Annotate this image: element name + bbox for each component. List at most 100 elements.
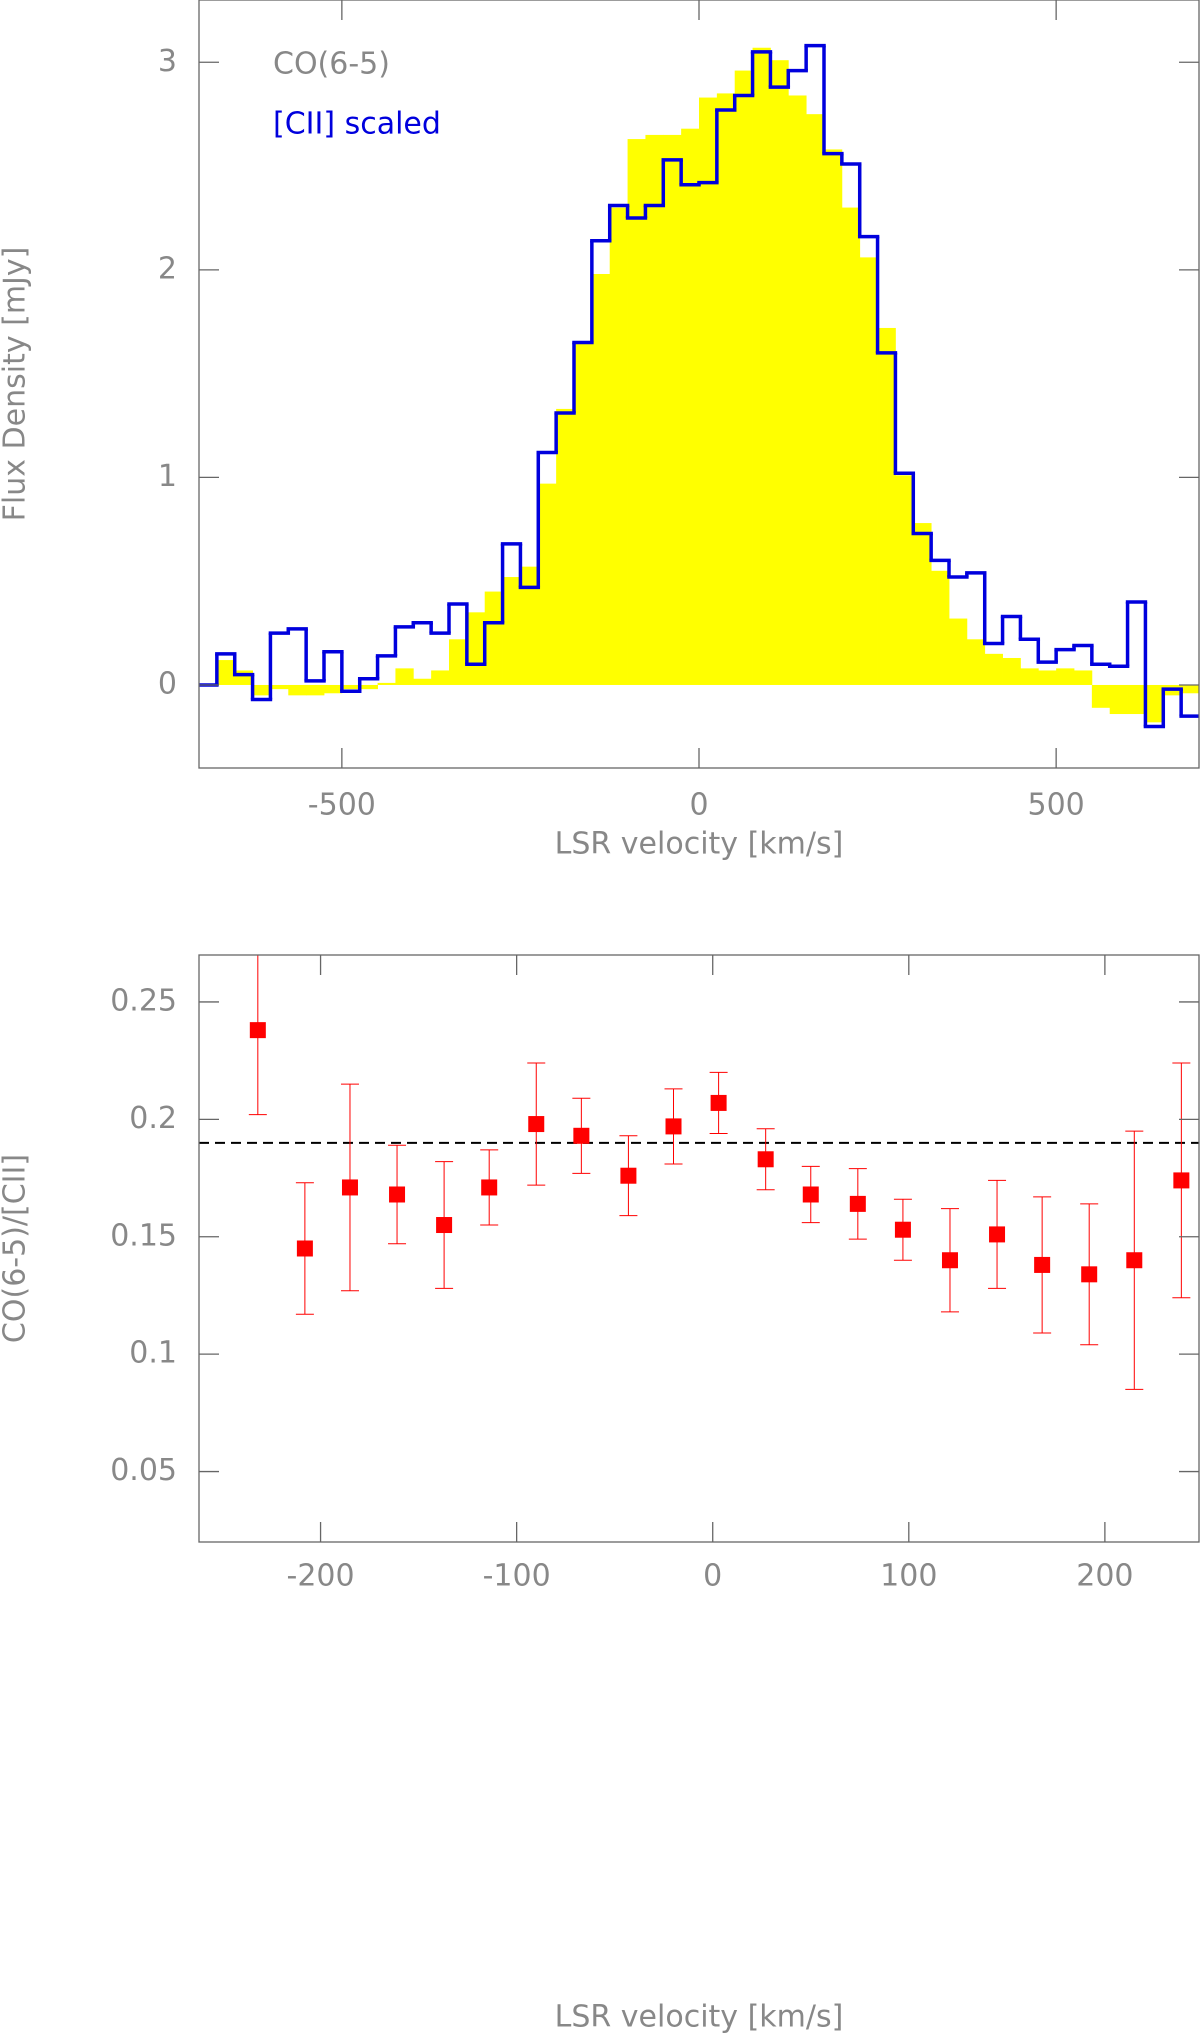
y-tick-label: 0.1 (129, 1336, 177, 1371)
x-axis-label: LSR velocity [km/s] (555, 827, 844, 862)
area-bar (984, 653, 1003, 685)
point (1081, 1266, 1098, 1283)
point (1126, 1252, 1143, 1269)
point (1173, 1172, 1190, 1189)
point (528, 1116, 545, 1133)
area-bar (1056, 668, 1075, 685)
point (989, 1226, 1006, 1243)
area-bar (859, 257, 878, 685)
area-bar (413, 678, 432, 685)
x-axis-label: LSR velocity [km/s] (555, 2000, 844, 2035)
x-tick-label: -100 (483, 1559, 551, 1594)
area-bar (1109, 684, 1128, 715)
area-bar (841, 207, 861, 685)
point (894, 1221, 911, 1238)
point (436, 1217, 453, 1234)
point (296, 1240, 313, 1257)
y-axis-label: Flux Density [mJy] (0, 247, 33, 522)
area-bar (716, 93, 736, 685)
y-axis-label: CO(6-5)/[CII] (0, 1154, 33, 1343)
area-bar (234, 670, 253, 685)
area-bar (556, 408, 575, 685)
y-tick-label: 1 (158, 459, 177, 494)
area-bar (913, 523, 932, 685)
area-bar (306, 684, 325, 696)
area-bar (216, 660, 236, 685)
legend-label: [CII] scaled (273, 107, 441, 142)
area-bar (377, 682, 396, 685)
x-tick-label: 0 (703, 1559, 722, 1594)
x-tick-label: -500 (308, 788, 376, 823)
area-bar (1145, 684, 1164, 723)
area-bar (341, 684, 361, 690)
axes-frame (198, 954, 1200, 1543)
point (849, 1195, 866, 1212)
point (249, 1022, 266, 1039)
area-bar (1020, 668, 1039, 685)
x-tick-label: 200 (1076, 1559, 1133, 1594)
area-bar (359, 684, 378, 690)
plot-area (199, 43, 1199, 729)
area-bar (949, 618, 968, 685)
y-tick-label: 2 (158, 251, 177, 286)
point (710, 1094, 727, 1111)
y-tick-label: 3 (158, 44, 177, 79)
area-bar (574, 342, 593, 685)
area-bar (466, 612, 486, 685)
area-bar (609, 207, 628, 685)
y-tick-label: 0.25 (110, 983, 177, 1018)
area-bar (663, 134, 682, 685)
area-bar (734, 70, 753, 685)
plot-area (199, 955, 1199, 1390)
area-bar (788, 95, 807, 685)
area-bar (645, 134, 664, 685)
area-bar (1127, 684, 1146, 715)
legend-label: CO(6-5) (273, 47, 390, 82)
area-bar (824, 149, 843, 685)
area-bar (877, 327, 896, 685)
x-tick-label: 0 (689, 788, 708, 823)
area-bar (520, 566, 539, 685)
area-bar (502, 577, 521, 685)
area-bar (627, 139, 646, 685)
point (802, 1186, 819, 1203)
point (481, 1179, 498, 1196)
y-tick-label: 0.15 (110, 1218, 177, 1253)
area-bar (324, 684, 343, 694)
area-bar (1038, 670, 1057, 685)
y-tick-label: 0 (158, 666, 177, 701)
point (341, 1179, 358, 1196)
point (389, 1186, 406, 1203)
point (573, 1127, 590, 1144)
point (941, 1252, 958, 1269)
x-tick-label: -200 (287, 1559, 355, 1594)
area-bar (681, 128, 700, 685)
area-bar (252, 684, 271, 696)
area-bar (270, 684, 289, 690)
area-bar (1002, 657, 1021, 685)
point (1034, 1256, 1051, 1273)
area-bar (484, 591, 503, 685)
area-bar (395, 668, 414, 685)
y-tick-label: 0.05 (110, 1453, 177, 1488)
area-bar (806, 114, 825, 685)
area-bar (431, 670, 450, 685)
area-bar (966, 639, 986, 685)
area-bar (538, 483, 557, 685)
point (620, 1167, 637, 1184)
point (757, 1151, 774, 1168)
area-bar (931, 570, 950, 685)
area-bar (288, 684, 307, 696)
y-tick-label: 0.2 (129, 1101, 177, 1136)
point (665, 1118, 682, 1135)
area-bar (1091, 684, 1111, 708)
area-bar (449, 639, 468, 685)
area-bar (752, 47, 771, 685)
area-bar (1181, 684, 1199, 694)
x-tick-label: 500 (1028, 788, 1085, 823)
area-bar (770, 60, 789, 685)
area-bar (1074, 670, 1093, 685)
area-bar (699, 97, 718, 685)
area-bar (591, 273, 611, 685)
